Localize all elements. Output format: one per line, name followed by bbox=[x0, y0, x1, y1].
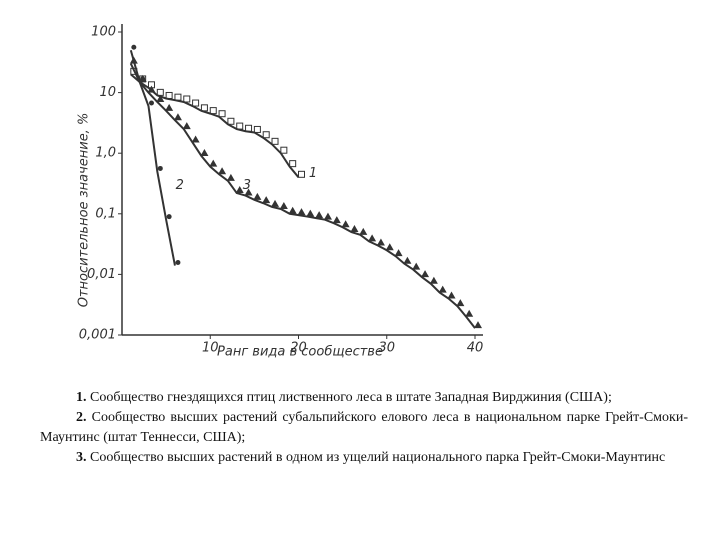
triangle-marker bbox=[315, 211, 324, 219]
triangle-marker bbox=[376, 238, 385, 246]
y-tick-label: 1,0 bbox=[95, 146, 116, 161]
square-marker bbox=[298, 170, 305, 178]
triangle-marker bbox=[297, 208, 306, 216]
x-tick-label: 30 bbox=[378, 341, 395, 356]
square-marker bbox=[192, 99, 200, 107]
y-tick-label: 0,01 bbox=[87, 267, 116, 282]
square-marker bbox=[253, 125, 261, 133]
y-tick-label: 10 bbox=[99, 85, 116, 100]
dot-marker bbox=[131, 44, 137, 50]
triangle-marker bbox=[323, 212, 332, 220]
square-marker bbox=[271, 137, 279, 145]
triangle-marker bbox=[394, 249, 403, 257]
caption-number: 1. bbox=[76, 390, 87, 405]
series-line bbox=[129, 49, 176, 266]
series-name: 1 bbox=[309, 166, 317, 181]
dot-marker bbox=[157, 165, 163, 171]
triangle-marker bbox=[218, 167, 227, 175]
square-marker bbox=[209, 107, 217, 115]
triangle-marker bbox=[165, 103, 174, 111]
x-tick-label: 40 bbox=[467, 341, 484, 356]
square-marker bbox=[245, 124, 253, 132]
triangle-marker bbox=[209, 159, 218, 167]
triangle-marker bbox=[456, 299, 465, 307]
triangle-marker bbox=[279, 202, 288, 210]
triangle-marker bbox=[244, 188, 253, 196]
triangle-marker bbox=[447, 291, 456, 299]
caption-item: 2. Сообщество высших растений субальпийс… bbox=[40, 408, 688, 448]
x-tick-label: 20 bbox=[290, 341, 307, 356]
dot-marker bbox=[175, 260, 181, 266]
triangle-marker bbox=[262, 196, 271, 204]
series-name: 3 bbox=[243, 178, 251, 193]
y-tick-label: 100 bbox=[91, 25, 116, 40]
square-marker bbox=[156, 88, 164, 96]
triangle-marker bbox=[403, 256, 412, 264]
triangle-marker bbox=[156, 94, 165, 102]
caption-item: 3. Сообщество высших растений в одном из… bbox=[40, 448, 688, 468]
triangle-marker bbox=[438, 285, 447, 293]
caption-number: 3. bbox=[76, 450, 87, 465]
triangle-marker bbox=[173, 113, 182, 121]
triangle-marker bbox=[421, 270, 430, 278]
triangle-marker bbox=[129, 56, 138, 64]
triangle-marker bbox=[182, 122, 191, 130]
series-line bbox=[130, 73, 300, 178]
y-tick-label: 0,1 bbox=[95, 206, 116, 221]
square-marker bbox=[262, 131, 270, 139]
y-tick-label: 0,001 bbox=[79, 328, 116, 343]
dot-marker bbox=[148, 100, 154, 106]
triangle-marker bbox=[368, 234, 377, 242]
triangle-marker bbox=[341, 220, 350, 228]
series-name: 2 bbox=[176, 178, 184, 193]
square-marker bbox=[200, 104, 208, 112]
square-marker bbox=[183, 95, 191, 103]
square-marker bbox=[165, 91, 173, 99]
series-line bbox=[129, 63, 476, 329]
square-marker bbox=[227, 117, 235, 125]
square-marker bbox=[236, 122, 244, 130]
triangle-marker bbox=[147, 85, 156, 93]
square-marker bbox=[174, 93, 182, 101]
triangle-marker bbox=[306, 209, 315, 217]
triangle-marker bbox=[288, 206, 297, 214]
triangle-marker bbox=[191, 135, 200, 143]
y-axis-label: Относительное значение, % bbox=[77, 113, 92, 308]
triangle-marker bbox=[350, 225, 359, 233]
square-marker bbox=[289, 160, 297, 168]
caption-item: 1. Сообщество гнездящихся птиц лиственно… bbox=[40, 388, 688, 408]
caption-number: 2. bbox=[76, 410, 87, 425]
triangle-marker bbox=[359, 227, 368, 235]
square-marker bbox=[218, 110, 226, 118]
triangle-marker bbox=[412, 262, 421, 270]
caption: 1. Сообщество гнездящихся птиц лиственно… bbox=[40, 388, 688, 468]
triangle-marker bbox=[429, 276, 438, 284]
triangle-marker bbox=[465, 309, 474, 317]
caption-text: Сообщество высших растений в одном из ущ… bbox=[90, 450, 666, 465]
caption-text: Сообщество гнездящихся птиц лиственного … bbox=[90, 390, 612, 405]
caption-text: Сообщество высших растений субальпийског… bbox=[40, 410, 689, 445]
triangle-marker bbox=[235, 186, 244, 194]
x-axis-label: Ранг вида в сообществе bbox=[217, 345, 383, 360]
x-tick-label: 10 bbox=[202, 341, 219, 356]
dot-marker bbox=[166, 214, 172, 220]
triangle-marker bbox=[332, 216, 341, 224]
triangle-marker bbox=[474, 321, 482, 329]
chart: Ранг вида в сообществе Относительное зна… bbox=[77, 24, 484, 360]
square-marker bbox=[280, 146, 288, 154]
triangle-marker bbox=[253, 192, 262, 200]
triangle-marker bbox=[385, 243, 394, 251]
triangle-marker bbox=[271, 199, 280, 207]
triangle-marker bbox=[138, 74, 147, 82]
triangle-marker bbox=[226, 173, 235, 181]
triangle-marker bbox=[200, 148, 209, 156]
